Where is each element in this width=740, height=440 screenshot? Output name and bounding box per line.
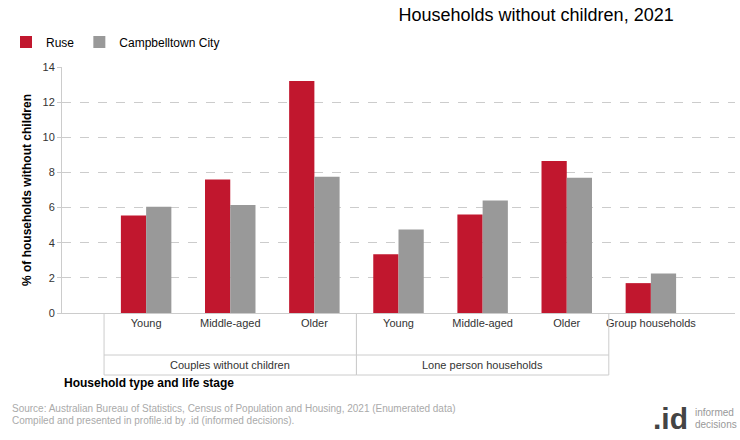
svg-text:12: 12 xyxy=(43,96,55,108)
svg-text:Couples without children: Couples without children xyxy=(170,359,290,371)
svg-text:Young: Young xyxy=(131,317,162,329)
svg-text:10: 10 xyxy=(43,131,55,143)
svg-text:14: 14 xyxy=(43,61,55,73)
svg-text:Campbelltown City: Campbelltown City xyxy=(119,36,219,50)
svg-text:Older: Older xyxy=(553,317,580,329)
svg-text:0: 0 xyxy=(49,307,55,319)
svg-text:4: 4 xyxy=(49,237,55,249)
svg-text:Lone person households: Lone person households xyxy=(422,359,543,371)
svg-text:Ruse: Ruse xyxy=(46,36,74,50)
svg-text:informed: informed xyxy=(695,407,734,418)
svg-text:Older: Older xyxy=(301,317,328,329)
svg-text:8: 8 xyxy=(49,166,55,178)
svg-text:Young: Young xyxy=(383,317,414,329)
svg-text:decisions: decisions xyxy=(695,419,737,430)
svg-text:Group households: Group households xyxy=(606,317,696,329)
svg-text:.id: .id xyxy=(653,402,688,435)
svg-text:Household type and life stage: Household type and life stage xyxy=(64,376,234,390)
svg-text:2: 2 xyxy=(49,272,55,284)
svg-text:Middle-aged: Middle-aged xyxy=(200,317,261,329)
svg-text:Compiled and presented in prof: Compiled and presented in profile.id by … xyxy=(12,415,294,426)
svg-text:Middle-aged: Middle-aged xyxy=(452,317,513,329)
svg-text:Source: Australian Bureau of S: Source: Australian Bureau of Statistics,… xyxy=(12,403,456,414)
svg-text:% of households without childr: % of households without children xyxy=(20,94,34,286)
svg-text:6: 6 xyxy=(49,201,55,213)
svg-text:Households without children, 2: Households without children, 2021 xyxy=(399,5,674,25)
